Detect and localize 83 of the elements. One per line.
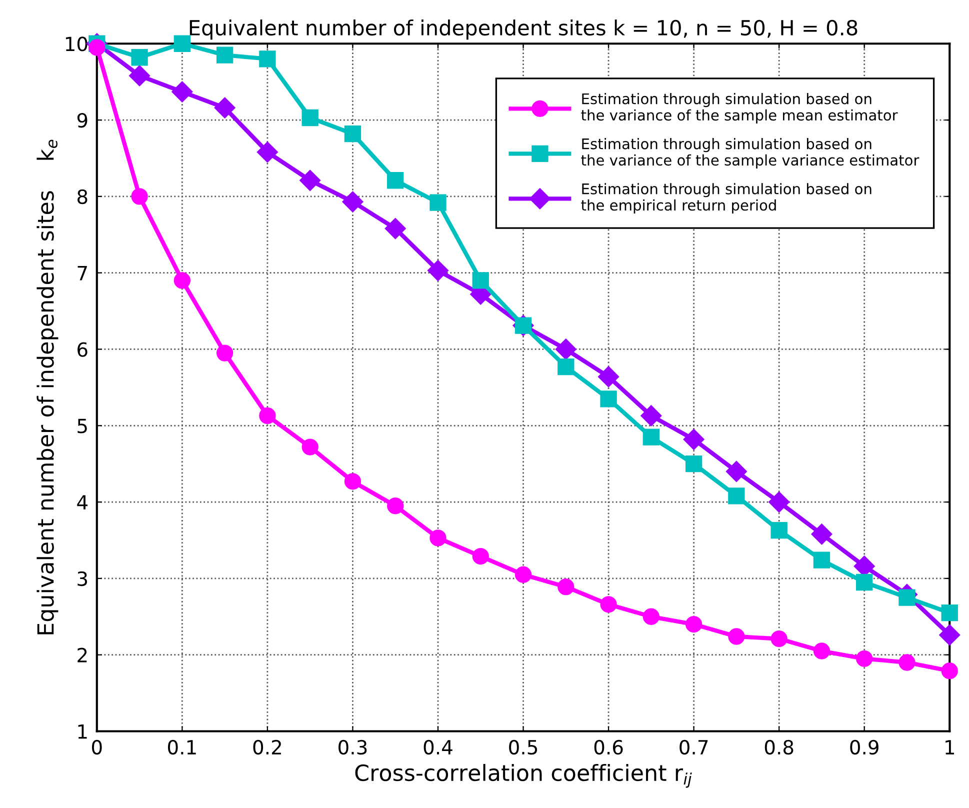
point [430,530,446,546]
point [344,125,362,142]
y-tick-label: 1 [78,724,87,739]
point [941,604,958,622]
point [598,366,620,388]
point [856,574,873,591]
x-tick-label: 0 [92,740,102,755]
y-tick-label: 5 [78,418,87,434]
point [472,548,489,565]
point [427,260,449,282]
point [856,650,873,667]
point [898,654,916,671]
point [640,405,662,426]
x-tick-label: 1 [946,740,954,754]
point [558,578,574,596]
point [685,616,702,633]
point [387,498,404,514]
point [131,49,148,66]
point [642,428,660,446]
y-axis-title: Equivalent number of independent sites k$_{e}$ [36,140,58,634]
point [302,109,318,126]
point [728,488,745,504]
y-tick-label: 6 [78,342,88,357]
point [600,390,617,408]
legend-label: Estimation through simulation based on the variance of the sample variance estimator [581,138,920,168]
point [726,460,747,482]
point [770,522,788,539]
legend-label: Estimation through simulation based on the empirical return period [581,183,872,214]
point [768,492,790,513]
point [558,358,574,376]
point [898,589,916,606]
x-tick-label: 0.6 [594,740,623,755]
point [174,35,191,52]
point [387,172,404,189]
point [941,662,958,680]
point [214,97,236,118]
x-tick-label: 0.8 [764,740,794,755]
point [811,524,832,545]
point [430,194,446,211]
x-tick-label: 0.7 [680,740,708,755]
point [131,188,148,205]
point [728,628,745,645]
point [216,344,234,362]
y-tick-label: 2 [78,648,87,662]
point [642,608,660,625]
y-tick-label: 3 [78,571,88,586]
point [939,624,960,646]
point [555,338,576,360]
point [770,630,788,648]
point [813,642,830,660]
chart-title: Equivalent number of independent sites k = 10, n = 50, H = 0.8 [190,19,858,40]
point [344,473,362,490]
x-axis-title: Cross-correlation coefficient r$_{ij}$ [355,764,692,788]
x-tick-label: 0.3 [338,740,367,755]
point [685,456,702,472]
point [88,39,106,56]
x-tick-label: 0.4 [424,740,452,755]
point [302,438,318,456]
point [384,218,406,240]
point [256,142,278,163]
point [342,191,364,212]
point [174,272,191,289]
legend-label: Estimation through simulation based on the variance of the sample mean estimator [581,93,898,124]
y-tick-label: 8 [78,189,88,204]
y-tick-label: 4 [77,495,88,510]
y-tick-label: 10 [66,36,88,52]
x-tick-label: 0.5 [509,740,538,755]
point [259,407,276,424]
y-tick-label: 9 [77,112,88,128]
point [683,428,704,450]
point [216,46,234,64]
point [472,272,489,289]
point [813,552,830,568]
x-tick-label: 0.9 [850,740,878,755]
point [300,170,321,191]
point [172,81,193,102]
x-tick-label: 0.2 [253,740,281,755]
point [600,596,617,613]
point [259,50,276,68]
y-tick-label: 7 [78,266,87,280]
point [514,566,532,583]
point [129,65,150,86]
x-tick-label: 0.1 [168,740,196,755]
